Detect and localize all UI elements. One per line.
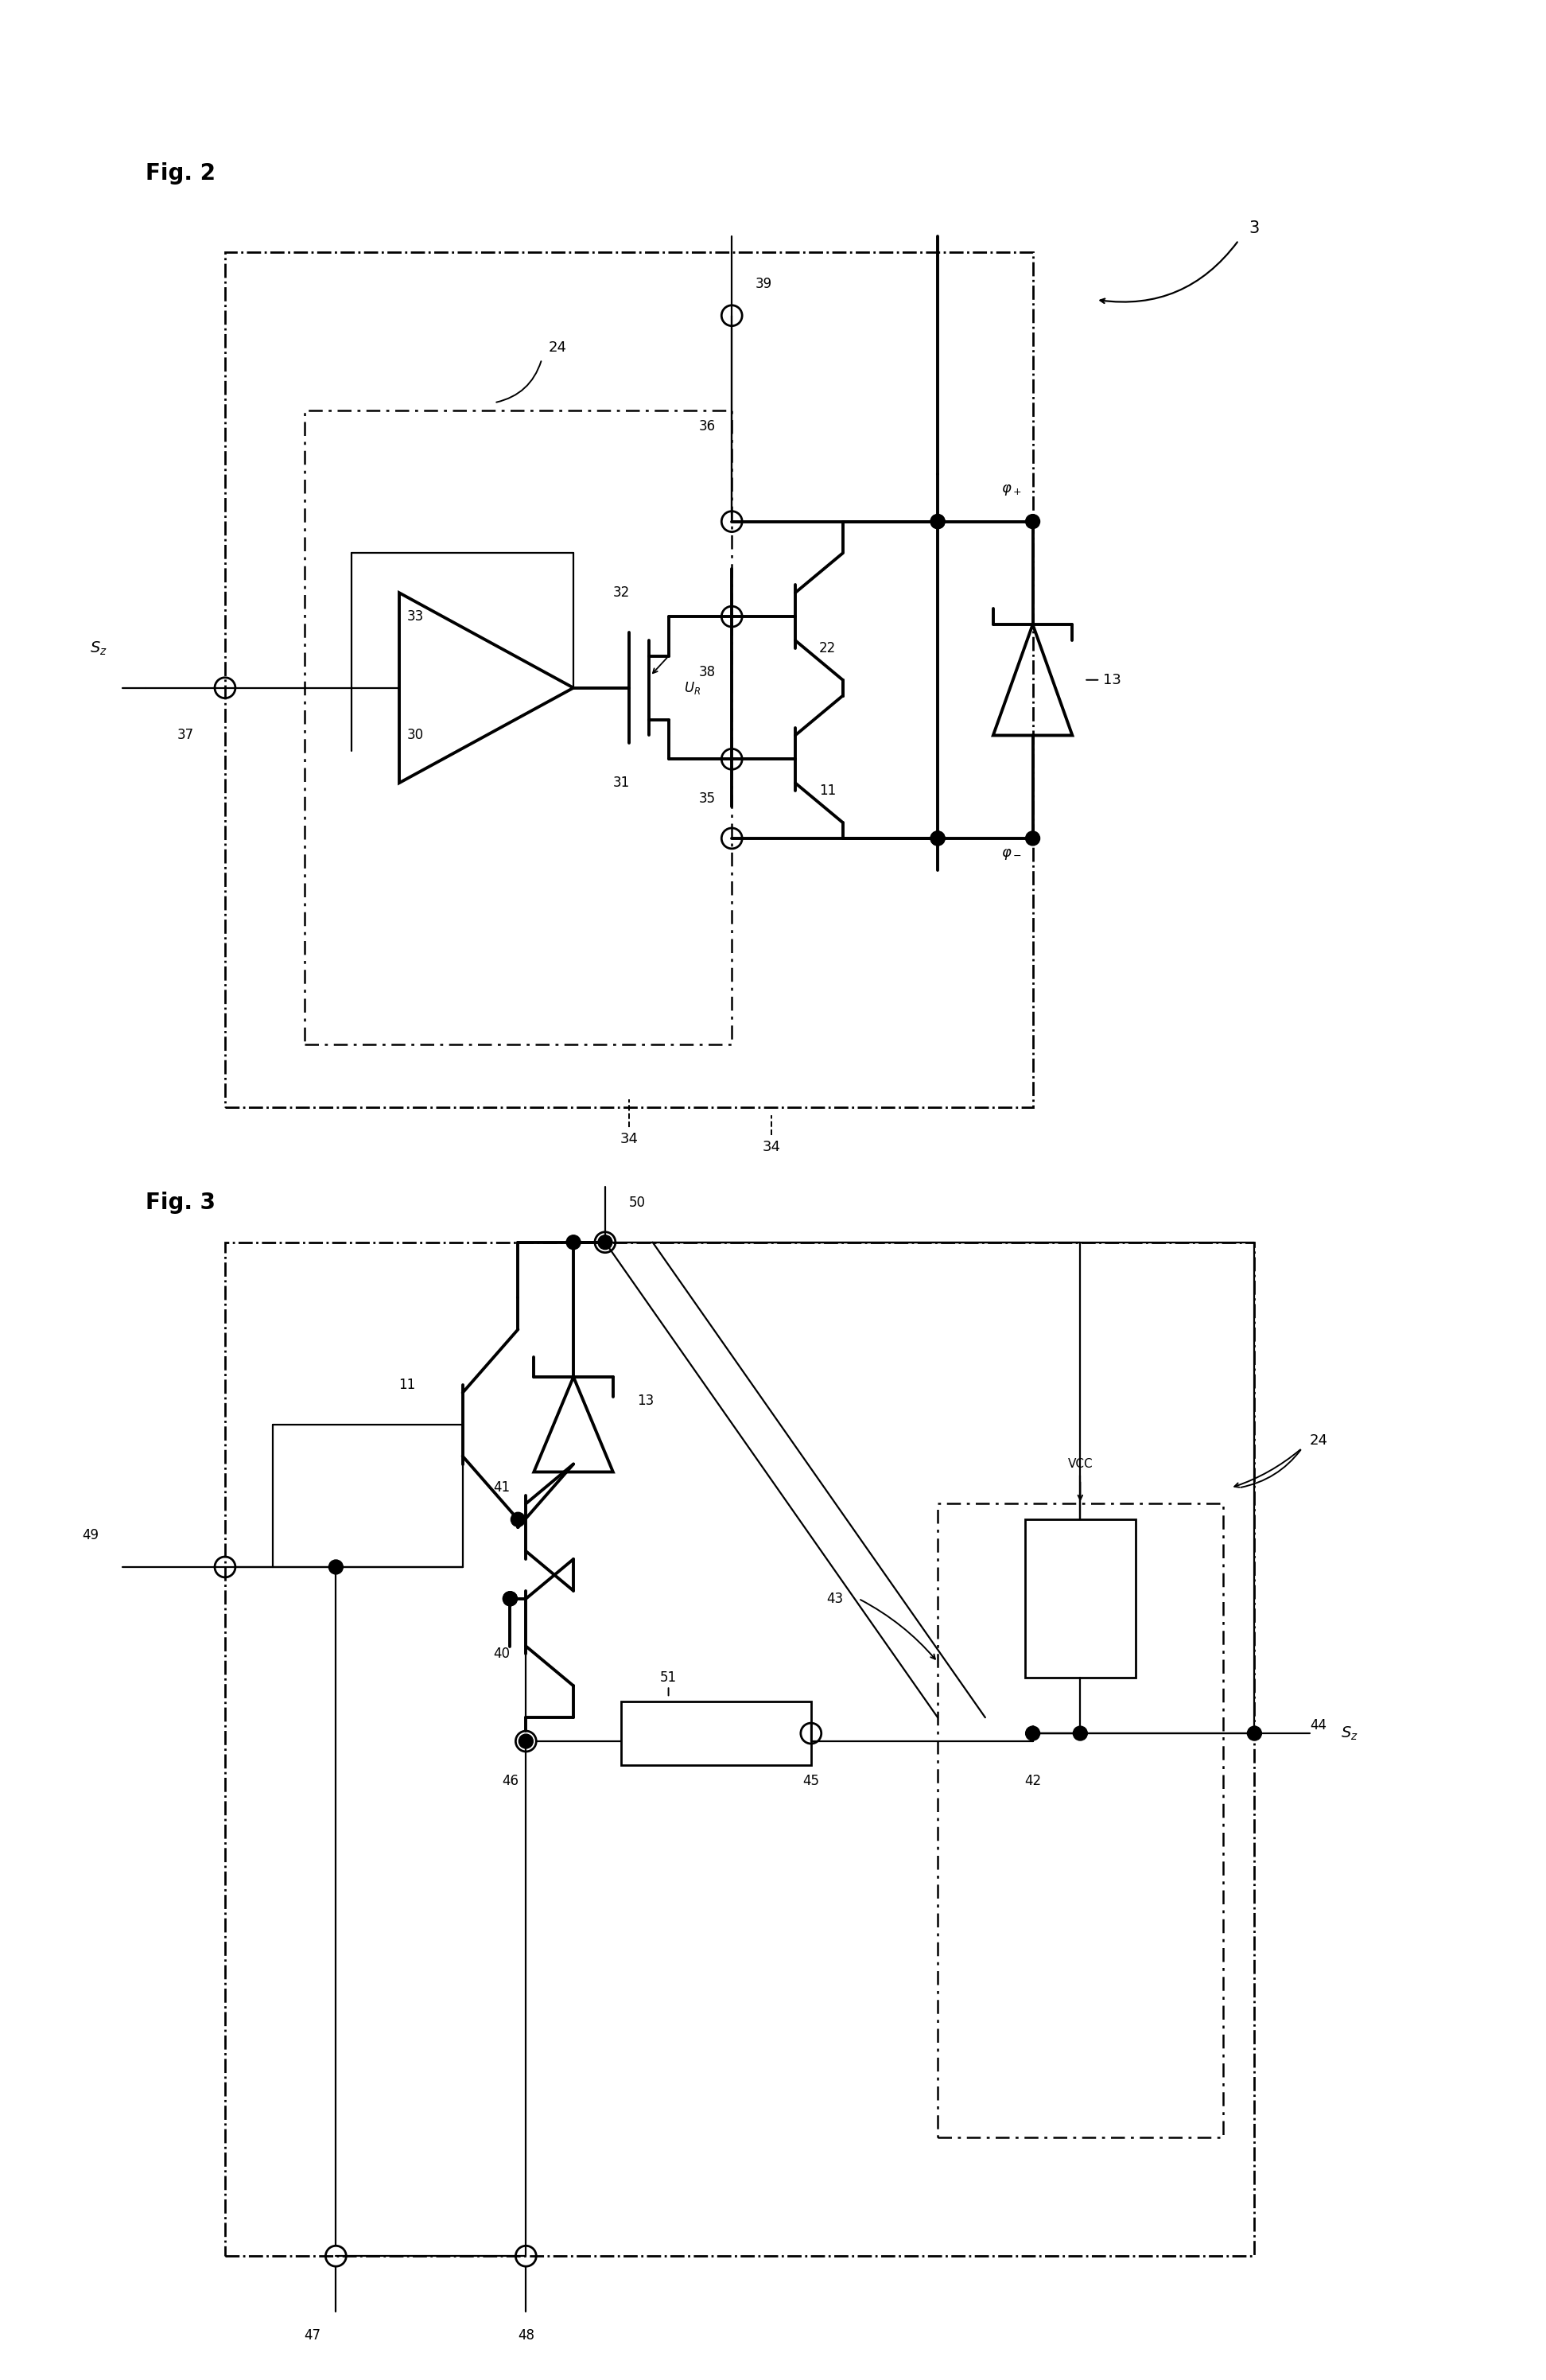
Text: 34: 34: [620, 1133, 638, 1147]
Text: 42: 42: [1025, 1773, 1040, 1787]
Bar: [938, 1504, 1223, 2137]
Circle shape: [931, 831, 945, 845]
Text: 24: 24: [1309, 1433, 1328, 1447]
Circle shape: [566, 1235, 581, 1250]
Text: 13: 13: [1102, 674, 1121, 688]
Text: $U_R$: $U_R$: [685, 681, 702, 695]
Circle shape: [1073, 1725, 1087, 1740]
Text: 50: 50: [629, 1195, 646, 1209]
Bar: [305, 412, 731, 1045]
Circle shape: [1025, 514, 1040, 528]
Bar: [621, 1702, 812, 1766]
Circle shape: [1025, 831, 1040, 845]
Text: $S_z$: $S_z$: [1340, 1725, 1357, 1742]
Text: Fig. 3: Fig. 3: [145, 1192, 216, 1214]
Text: 11: 11: [819, 783, 836, 797]
Circle shape: [1025, 1725, 1040, 1740]
Circle shape: [931, 514, 945, 528]
Text: VCC: VCC: [1068, 1459, 1093, 1471]
Circle shape: [510, 1511, 526, 1526]
Text: 46: 46: [502, 1773, 518, 1787]
Text: $\varphi_-$: $\varphi_-$: [1002, 847, 1022, 862]
Text: 45: 45: [802, 1773, 819, 1787]
Text: 3: 3: [1249, 221, 1260, 236]
Text: $\varphi_+$: $\varphi_+$: [1002, 483, 1022, 497]
Text: 48: 48: [518, 2328, 535, 2342]
Text: 47: 47: [303, 2328, 320, 2342]
Text: 43: 43: [827, 1592, 843, 1606]
Circle shape: [329, 1559, 343, 1573]
Bar: [226, 1242, 1254, 2256]
Text: 33: 33: [407, 609, 424, 624]
Text: 34: 34: [762, 1140, 781, 1154]
Text: 44: 44: [1309, 1718, 1326, 1733]
Text: 38: 38: [699, 664, 716, 678]
Text: 37: 37: [178, 728, 193, 743]
Text: 49: 49: [82, 1528, 99, 1542]
Text: Fig. 2: Fig. 2: [145, 162, 216, 183]
Circle shape: [598, 1235, 612, 1250]
Circle shape: [519, 1735, 533, 1749]
Bar: [1025, 1518, 1136, 1678]
Circle shape: [1248, 1725, 1262, 1740]
Text: $S_z$: $S_z$: [90, 640, 107, 657]
Text: 22: 22: [819, 640, 836, 654]
Text: 32: 32: [612, 585, 629, 600]
Text: 24: 24: [549, 340, 567, 355]
Text: 40: 40: [493, 1647, 510, 1661]
Text: 13: 13: [637, 1395, 654, 1409]
Circle shape: [502, 1592, 518, 1606]
Text: 35: 35: [699, 793, 716, 807]
Text: 31: 31: [612, 776, 629, 790]
Text: 41: 41: [493, 1480, 510, 1495]
Text: 36: 36: [699, 419, 716, 433]
Circle shape: [931, 831, 945, 845]
Bar: [226, 252, 1033, 1107]
Circle shape: [502, 1592, 518, 1606]
Text: 30: 30: [407, 728, 424, 743]
Text: 39: 39: [756, 276, 773, 290]
Text: 51: 51: [660, 1671, 677, 1685]
Text: 11: 11: [399, 1378, 414, 1392]
Circle shape: [931, 514, 945, 528]
